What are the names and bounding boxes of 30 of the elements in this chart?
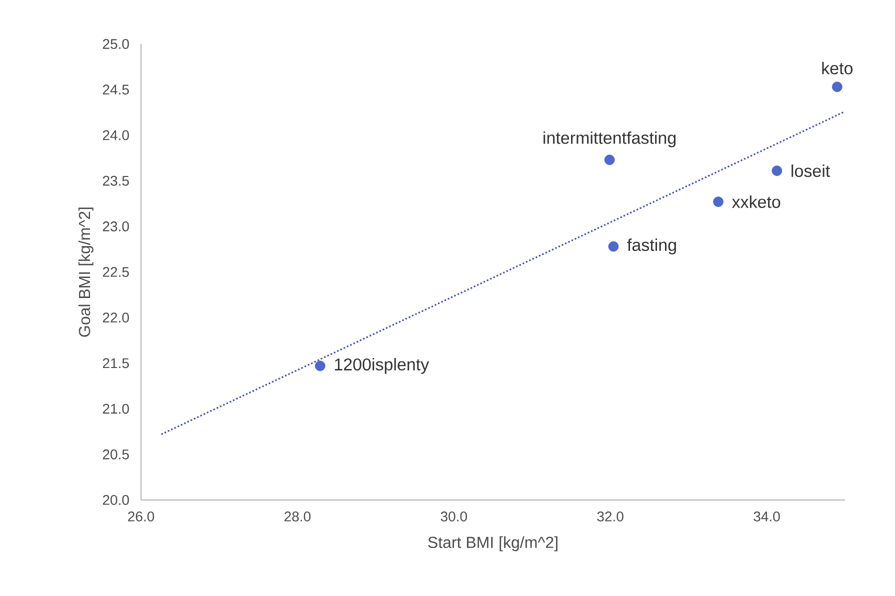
x-tick-label: 32.0 (597, 512, 624, 522)
annotation: fasting (627, 238, 676, 254)
x-tick-label: 30.0 (440, 512, 467, 522)
annotation: 1200isplenty (334, 358, 430, 374)
y-tick-label: 23.5 (102, 176, 129, 186)
annotation: loseit (792, 164, 830, 178)
y-tick-label: 21.5 (102, 358, 129, 368)
point (608, 241, 619, 252)
annotation: keto (822, 62, 853, 74)
y-tick-label: 24.0 (102, 130, 129, 140)
y-tick-label: 23.0 (102, 221, 129, 232)
point (713, 196, 724, 207)
y-tick-label: 22.5 (102, 267, 129, 277)
y-tick-label: 24.5 (102, 84, 129, 95)
point (604, 154, 615, 166)
y-tick-label: 21.0 (102, 404, 129, 414)
y-tick-label: 25.0 (102, 39, 129, 49)
annotation: xxketo (732, 196, 780, 208)
x-tick-label: 28.0 (284, 512, 311, 522)
y-axis-title: Goal BMI [kg/m^2] (78, 208, 94, 337)
x-tick-label: 34.0 (754, 512, 780, 522)
y-tick-label: 20.5 (102, 449, 129, 460)
y-tick-label: 20.0 (102, 495, 129, 505)
annotation: intermittentfasting (544, 131, 676, 148)
point (832, 82, 842, 92)
y-tick-label: 22.0 (102, 312, 129, 323)
x-axis-title: Start BMI [kg/m^2] (428, 536, 558, 552)
point (772, 166, 782, 176)
x-tick-label: 26.0 (128, 512, 154, 522)
point (314, 360, 326, 372)
